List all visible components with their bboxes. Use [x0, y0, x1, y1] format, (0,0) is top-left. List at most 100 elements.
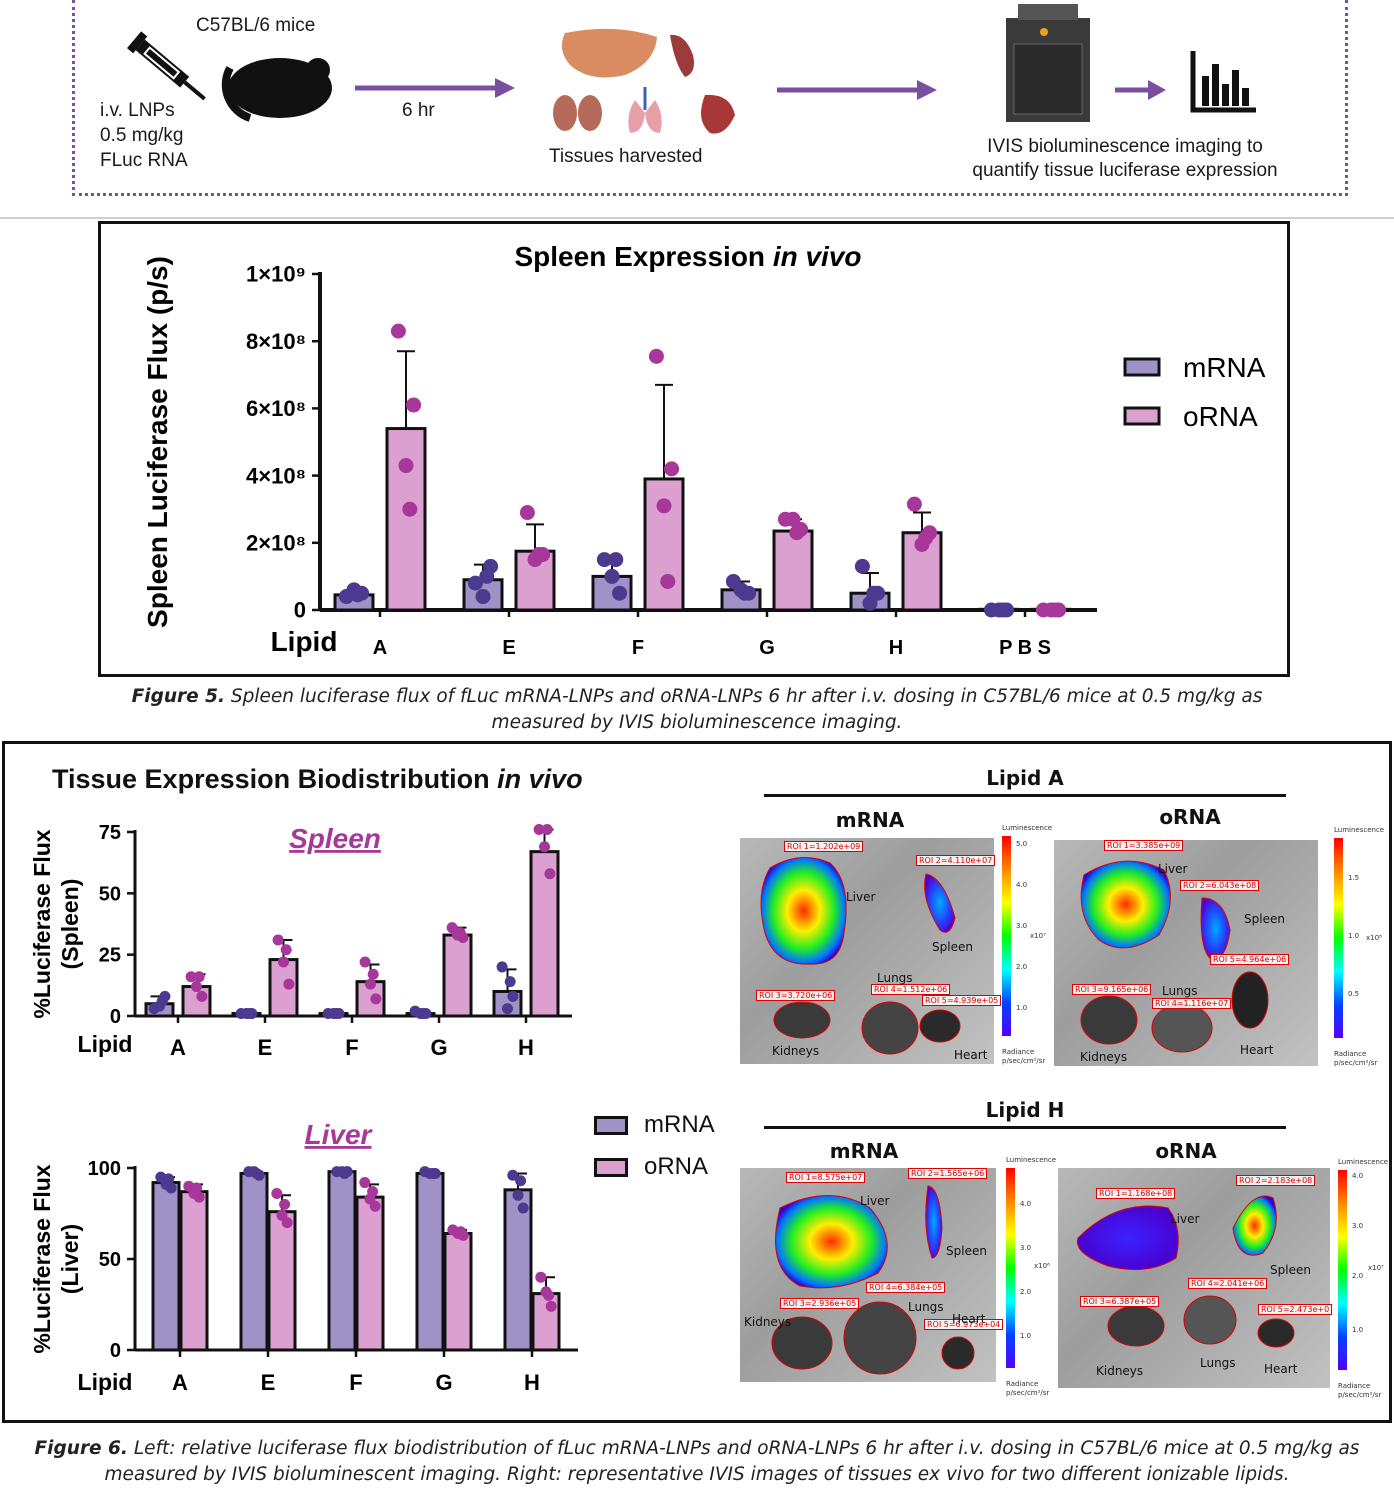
y-tick-label: 100	[88, 1158, 121, 1180]
x-tick-label: G	[435, 1370, 452, 1395]
dose-line-1: i.v. LNPs	[100, 100, 175, 121]
data-point	[664, 461, 680, 477]
lipid-a-rule	[764, 794, 1286, 797]
colorbar-lipid-h-mrna: Luminescence 4.0 3.0 2.0 1.0 x10⁶ Radian…	[1002, 1156, 1062, 1400]
figure6-frame	[2, 741, 1392, 1423]
roi-label: ROI 1=1.202e+09	[784, 841, 864, 852]
bar-orna	[442, 933, 473, 1018]
lipid-h-rule	[764, 1126, 1286, 1129]
colorbar-tick: 1.0	[1352, 1326, 1364, 1334]
legend-swatch-orna	[594, 1157, 628, 1177]
x-tick-label: P B S	[999, 637, 1051, 659]
data-point	[517, 1202, 529, 1214]
roi-label: ROI 3=2.936e+05	[780, 1298, 860, 1309]
bar-orna	[443, 1232, 473, 1352]
roi-label: ROI 4=2.041e+06	[1188, 1278, 1268, 1289]
ivis-heatmap	[1080, 860, 1269, 1053]
legend-label-orna: oRNA	[1183, 401, 1258, 432]
data-point	[406, 397, 422, 413]
y-tick-label: 2×10⁸	[246, 531, 306, 556]
colorbar-tick: 4.0	[1020, 1200, 1032, 1208]
roi-label: ROI 5=6.973e+04	[924, 1319, 1004, 1330]
colorbar-tick: 1.0	[1016, 1004, 1028, 1012]
colorbar-tick: 3.0	[1352, 1222, 1364, 1230]
data-point	[272, 934, 284, 946]
organ-label-heart: Heart	[1264, 1362, 1298, 1376]
organ-label-liver: Liver	[1158, 862, 1188, 876]
data-point	[541, 824, 553, 836]
colorbar-tick: 3.0	[1020, 1244, 1032, 1252]
x-tick-label: E	[502, 637, 515, 659]
biodistribution-title-text: Tissue Expression Biodistribution	[52, 764, 490, 794]
data-point	[339, 1167, 351, 1179]
colorbar-scale: x10⁶	[1034, 1262, 1050, 1270]
ivis-image-lipid-a-orna: ROI 1=3.385e+09 ROI 2=6.043e+08 ROI 3=9.…	[1054, 840, 1318, 1066]
harvest-label: Tissues harvested	[549, 146, 703, 167]
x-tick-label: A	[373, 637, 387, 659]
organs-icon	[553, 28, 735, 134]
roi-label: ROI 2=2.183e+08	[1236, 1175, 1316, 1186]
roi-label: ROI 5=4.939e+05	[922, 995, 1002, 1006]
y-tick-label: 25	[99, 945, 121, 967]
lipid-h-header: Lipid H	[985, 1098, 1065, 1122]
organ-label-kidneys: Kidneys	[1080, 1050, 1128, 1064]
arrow-icon	[355, 78, 515, 98]
time-label: 6 hr	[402, 100, 435, 121]
legend-item-mrna: mRNA	[594, 1110, 715, 1140]
colorbar-lipid-h-orna: Luminescence 4.0 3.0 2.0 1.0 x10⁷ Radian…	[1334, 1158, 1390, 1402]
x-tick-label: H	[518, 1035, 534, 1060]
colorbar-tick: 4.0	[1016, 881, 1028, 889]
x-tick-label: F	[345, 1035, 358, 1060]
dose-line-2: 0.5 mg/kg	[100, 125, 184, 146]
dose-line-3: FLuc RNA	[100, 150, 188, 171]
y-axis-label: %Luciferase Flux	[29, 829, 55, 1018]
y-axis-label-line2: (Spleen)	[57, 879, 83, 970]
bar-orna	[267, 1210, 297, 1352]
bar-mrna	[151, 1181, 181, 1352]
x-tick-label: E	[258, 1035, 273, 1060]
y-tick-label: 1×10⁹	[246, 262, 306, 287]
x-tick-label: E	[261, 1370, 276, 1395]
colorbar-title: Luminescence	[1338, 1158, 1389, 1166]
organ-label-spleen: Spleen	[946, 1244, 987, 1258]
bar-orna	[355, 1195, 385, 1352]
roi-label: ROI 2=1.565e+06	[908, 1168, 988, 1179]
x-tick-label: G	[759, 637, 775, 659]
workflow-icons	[127, 31, 332, 122]
imaging-label: IVIS bioluminescence imaging to quantify…	[940, 135, 1310, 183]
y-axis-label: %Luciferase Flux	[29, 1164, 55, 1353]
workflow-panel	[72, 0, 1348, 196]
data-point	[359, 956, 371, 968]
biodistribution-title: Tissue Expression Biodistribution in viv…	[52, 764, 583, 795]
x-tick-label: G	[430, 1035, 447, 1060]
bar-mrna	[503, 1188, 533, 1352]
lipid-a-orna-header: oRNA	[1159, 805, 1221, 829]
data-point	[191, 981, 202, 993]
y-axis-label-line2: (Liver)	[57, 1224, 83, 1294]
figure5-caption-text: Spleen luciferase flux of fLuc mRNA-LNPs…	[225, 686, 1263, 733]
biodistribution-legend: mRNA oRNA	[594, 1110, 715, 1182]
organ-label-lungs: Lungs	[877, 971, 913, 985]
lipid-h-mrna-header: mRNA	[829, 1139, 899, 1163]
data-point	[367, 1186, 379, 1198]
organ-label-spleen: Spleen	[932, 940, 973, 954]
arrow-icon	[1115, 80, 1166, 100]
imaging-line-2: quantify tissue luciferase expression	[972, 160, 1278, 181]
data-point	[276, 1209, 288, 1221]
figure6-caption: Figure 6. Left: relative luciferase flux…	[10, 1436, 1384, 1488]
data-point	[544, 868, 556, 880]
data-point	[390, 323, 406, 339]
ivis-heatmap	[1076, 1195, 1295, 1348]
legend-swatch-orna	[1123, 406, 1161, 426]
legend-label-mrna: mRNA	[1183, 352, 1266, 383]
data-point	[191, 1182, 203, 1194]
organ-label-lungs: Lungs	[1200, 1356, 1236, 1370]
roi-label: ROI 4=1.512e+06	[871, 984, 951, 995]
data-point	[906, 496, 922, 512]
roi-label: ROI 4=6.384e+05	[866, 1282, 946, 1293]
data-point	[918, 530, 934, 546]
roi-label: ROI 1=8.575e+07	[786, 1172, 866, 1183]
lipid-a-header: Lipid A	[986, 766, 1064, 790]
data-point	[278, 956, 289, 968]
ivis-heatmap	[760, 857, 961, 1055]
